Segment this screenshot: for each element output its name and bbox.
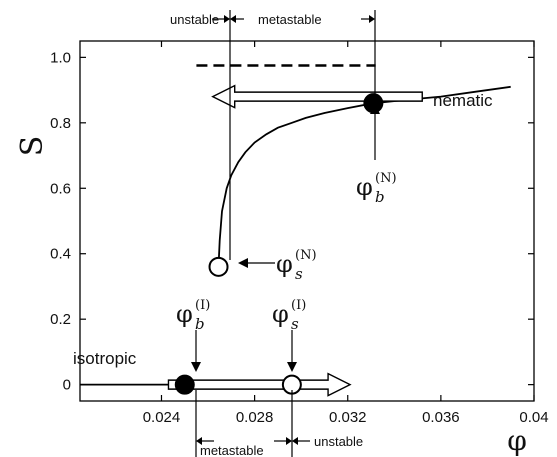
x-tick-label: 0.032 [329, 409, 367, 426]
point-layer [174, 93, 384, 395]
phi-s-I-phi: φ [272, 300, 289, 328]
series-layer [80, 64, 511, 386]
nematic-label: nematic [433, 91, 493, 110]
phi-b-I-sup: (I) [195, 298, 210, 313]
axis-ticks: 0.024 0.028 0.032 0.036 0.04 0 0.2 0.4 0.6 0.8 1.0 [50, 41, 549, 426]
top-unstable-label: unstable [170, 12, 219, 27]
phi-b-N-phi: φ [356, 173, 373, 201]
x-axis-label: φ [507, 424, 527, 457]
phi-b-I-phi: φ [176, 300, 193, 328]
top-stability-markers [212, 10, 376, 260]
phi-b-I-sub: b [195, 315, 205, 333]
top-metastable-label: metastable [258, 12, 322, 27]
phi-s-I-label: φ s (I) [272, 298, 306, 333]
bottom-unstable-label: unstable [314, 434, 363, 449]
phi-b-I-label: φ b (I) [176, 298, 210, 333]
y-tick-label: 0 [63, 377, 71, 394]
phi-b-N-sup: (N) [375, 171, 397, 186]
plot-frame [79, 40, 535, 402]
bottom-metastable-label: metastable [200, 443, 264, 457]
y-tick-label: 0.8 [50, 115, 71, 132]
phi-s-N-sup: (N) [295, 248, 317, 263]
phi-b-N-label: φ b (N) [356, 171, 397, 206]
phi-s-N-phi: φ [276, 250, 293, 278]
phi-s-N-label: φ s (N) [276, 248, 317, 283]
bottom-stability-markers [195, 390, 310, 457]
annotation-pointers [191, 104, 380, 372]
x-tick-label: 0.028 [236, 409, 274, 426]
open-point-2 [208, 256, 229, 277]
hollow-arrow-2 [167, 372, 352, 397]
y-tick-label: 0.6 [50, 180, 71, 197]
hollow-arrow-1 [211, 84, 423, 109]
filled-point-3 [174, 374, 195, 395]
phi-b-N-sub: b [375, 188, 385, 206]
y-tick-label: 0.2 [50, 311, 71, 328]
y-tick-label: 1.0 [50, 49, 71, 66]
phi-s-I-sub: s [291, 315, 299, 333]
y-tick-label: 0.4 [50, 246, 71, 263]
x-tick-label: 0.04 [519, 409, 548, 426]
isotropic-label: isotropic [73, 349, 137, 368]
arrow-layer [167, 84, 423, 397]
phi-s-I-sup: (I) [291, 298, 306, 313]
phi-s-N-sub: s [295, 265, 303, 283]
x-tick-label: 0.036 [422, 409, 460, 426]
x-tick-label: 0.024 [143, 409, 181, 426]
y-axis-label: S [15, 136, 50, 157]
